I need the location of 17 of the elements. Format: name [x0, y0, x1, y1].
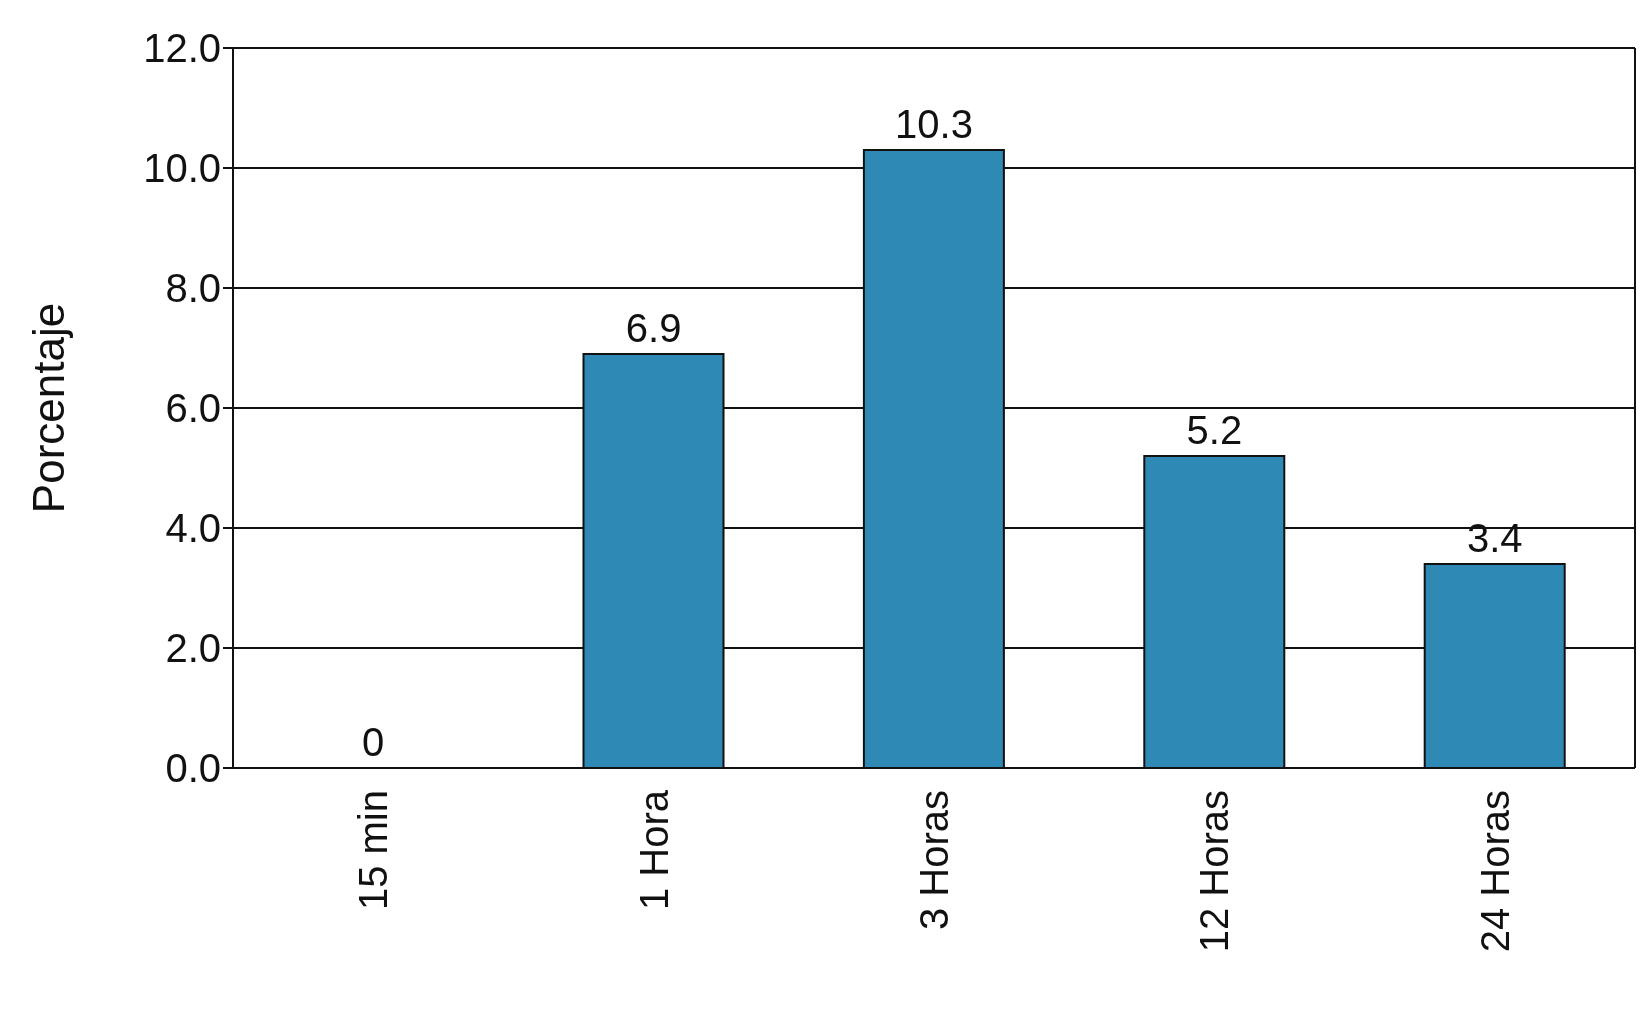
y-tick-label: 0.0 [165, 746, 221, 791]
y-tick-label: 8.0 [165, 266, 221, 311]
x-tick-label: 12 Horas [1192, 790, 1237, 953]
x-tick-label: 1 Hora [631, 789, 676, 911]
x-tick-label: 24 Horas [1472, 790, 1517, 953]
data-label: 0 [362, 720, 385, 764]
y-tick-label: 12.0 [143, 26, 221, 71]
y-tick-label: 6.0 [165, 386, 221, 431]
y-tick-label: 2.0 [165, 626, 221, 671]
y-tick-label: 10.0 [143, 146, 221, 191]
data-label: 5.2 [1186, 408, 1243, 452]
y-tick-label: 4.0 [165, 506, 221, 551]
data-label: 10.3 [895, 102, 973, 146]
y-axis-title: Porcentaje [23, 302, 73, 514]
data-label: 6.9 [625, 306, 682, 350]
x-tick-label: 15 min [351, 790, 396, 911]
x-tick-label: 3 Horas [912, 790, 956, 931]
